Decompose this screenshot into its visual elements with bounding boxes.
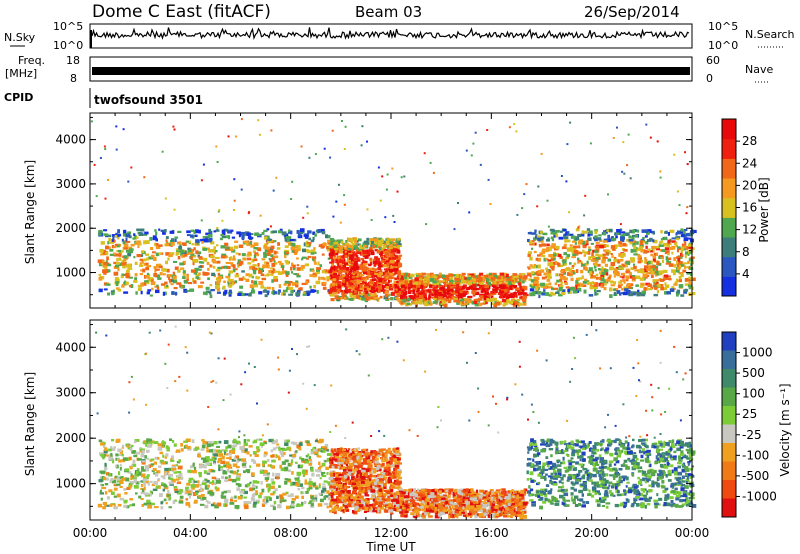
xtick-label: 00:00: [73, 526, 108, 540]
colorbar-swatch: [722, 237, 736, 258]
colorbar-swatch: [722, 332, 736, 351]
colorbar-swatch: [722, 498, 736, 518]
colorbar-tick-label: 8: [742, 245, 750, 259]
power-ylabel: Slant Range [km]: [23, 160, 37, 264]
velocity-colorbar: 1000 500 100 25 -25 -100 -500 -1000: [721, 331, 777, 518]
ytick-label: 3000: [55, 177, 86, 191]
ytick-label: 1000: [55, 477, 86, 491]
colorbar-tick-label: 28: [742, 134, 757, 148]
velocity-ylabel: Slant Range [km]: [23, 372, 37, 476]
nsky-strip-frame: [89, 23, 693, 49]
colorbar-tick-label: 4: [742, 267, 750, 281]
cpid-value: twofsound 3501: [94, 93, 203, 107]
colorbar-swatch: [722, 158, 736, 179]
colorbar-swatch: [722, 256, 736, 277]
scatter-cells: [95, 325, 697, 520]
nave-label: Nave: [745, 63, 773, 76]
nsky-label: N.Sky: [4, 31, 36, 44]
colorbar-swatch: [722, 369, 736, 388]
power-colorbar: 4 8 12 16 20 24 28: [721, 118, 757, 297]
colorbar-swatch: [722, 387, 736, 407]
xtick-label: 04:00: [173, 526, 208, 540]
velocity-panel: 1000 2000 3000 4000: [55, 319, 697, 521]
colorbar-swatch: [722, 480, 736, 499]
colorbar-tick-label: 25: [742, 407, 757, 421]
colorbar-swatch: [722, 443, 736, 462]
nsearch-tick-bottom: 10^0: [708, 39, 738, 52]
power-panel: 1000 2000 3000 4000: [55, 112, 697, 309]
ytick-label: 4000: [55, 133, 86, 147]
colorbar-tick-label: -500: [742, 469, 769, 483]
colorbar-swatch: [722, 197, 736, 218]
xtick-label: 00:00: [675, 526, 710, 540]
cpid-label: CPID: [4, 91, 33, 104]
nsky-tick-top: 10^5: [53, 20, 83, 33]
colorbar-tick-label: -25: [742, 428, 762, 442]
colorbar-tick-label: -100: [742, 448, 769, 462]
freq-label: Freq.: [18, 54, 45, 67]
time-axis: 00:00 04:00 08:00 12:00 16:00 20:00 00:00: [73, 526, 710, 540]
nsearch-tick-top: 10^5: [708, 20, 738, 33]
scatter-cells: [90, 118, 697, 308]
colorbar-tick-label: 500: [742, 366, 765, 380]
colorbar-swatch: [722, 424, 736, 444]
freq-trace: [92, 67, 690, 75]
colorbar-tick-label: 20: [742, 178, 757, 192]
ytick-label: 1000: [55, 266, 86, 280]
nsky-tick-bottom: 10^0: [53, 39, 83, 52]
colorbar-swatch: [722, 406, 736, 425]
colorbar-swatch: [722, 217, 736, 238]
freq-tick-top: 18: [66, 54, 80, 67]
colorbar-tick-label: 16: [742, 201, 757, 215]
nsky-trace: [90, 27, 690, 48]
colorbar-tick-label: 12: [742, 223, 757, 237]
xtick-label: 16:00: [474, 526, 509, 540]
freq-unit: [MHz]: [5, 67, 37, 80]
ytick-label: 2000: [55, 221, 86, 235]
colorbar-swatch: [722, 119, 736, 140]
date-label: 26/Sep/2014: [584, 3, 680, 21]
colorbar-swatch: [722, 138, 736, 159]
xtick-label: 08:00: [273, 526, 308, 540]
colorbar-tick-label: 100: [742, 387, 765, 401]
colorbar-swatch: [722, 178, 736, 199]
plot-title: Dome C East (fitACF): [92, 2, 271, 22]
colorbar-swatch: [722, 461, 736, 481]
nave-tick-top: 60: [706, 54, 720, 67]
colorbar-tick-label: -1000: [742, 489, 777, 503]
ytick-label: 4000: [55, 340, 86, 354]
beam-label: Beam 03: [355, 3, 422, 21]
xtick-label: 12:00: [374, 526, 409, 540]
ytick-label: 2000: [55, 431, 86, 445]
colorbar-swatch: [722, 276, 736, 297]
freq-strip-frame: [89, 56, 693, 82]
xtick-label: 20:00: [574, 526, 609, 540]
ytick-label: 3000: [55, 386, 86, 400]
colorbar-tick-label: 24: [742, 156, 757, 170]
nave-tick-bottom: 0: [706, 72, 713, 85]
freq-tick-bottom: 8: [70, 72, 77, 85]
colorbar-swatch: [722, 350, 736, 370]
colorbar-tick-label: 1000: [742, 346, 773, 360]
xaxis-label: Time UT: [365, 540, 416, 554]
nsearch-label: N.Search: [745, 28, 795, 41]
power-colorbar-label: Power [dB]: [757, 177, 771, 242]
velocity-colorbar-label: Velocity [m s⁻¹]: [778, 383, 792, 476]
